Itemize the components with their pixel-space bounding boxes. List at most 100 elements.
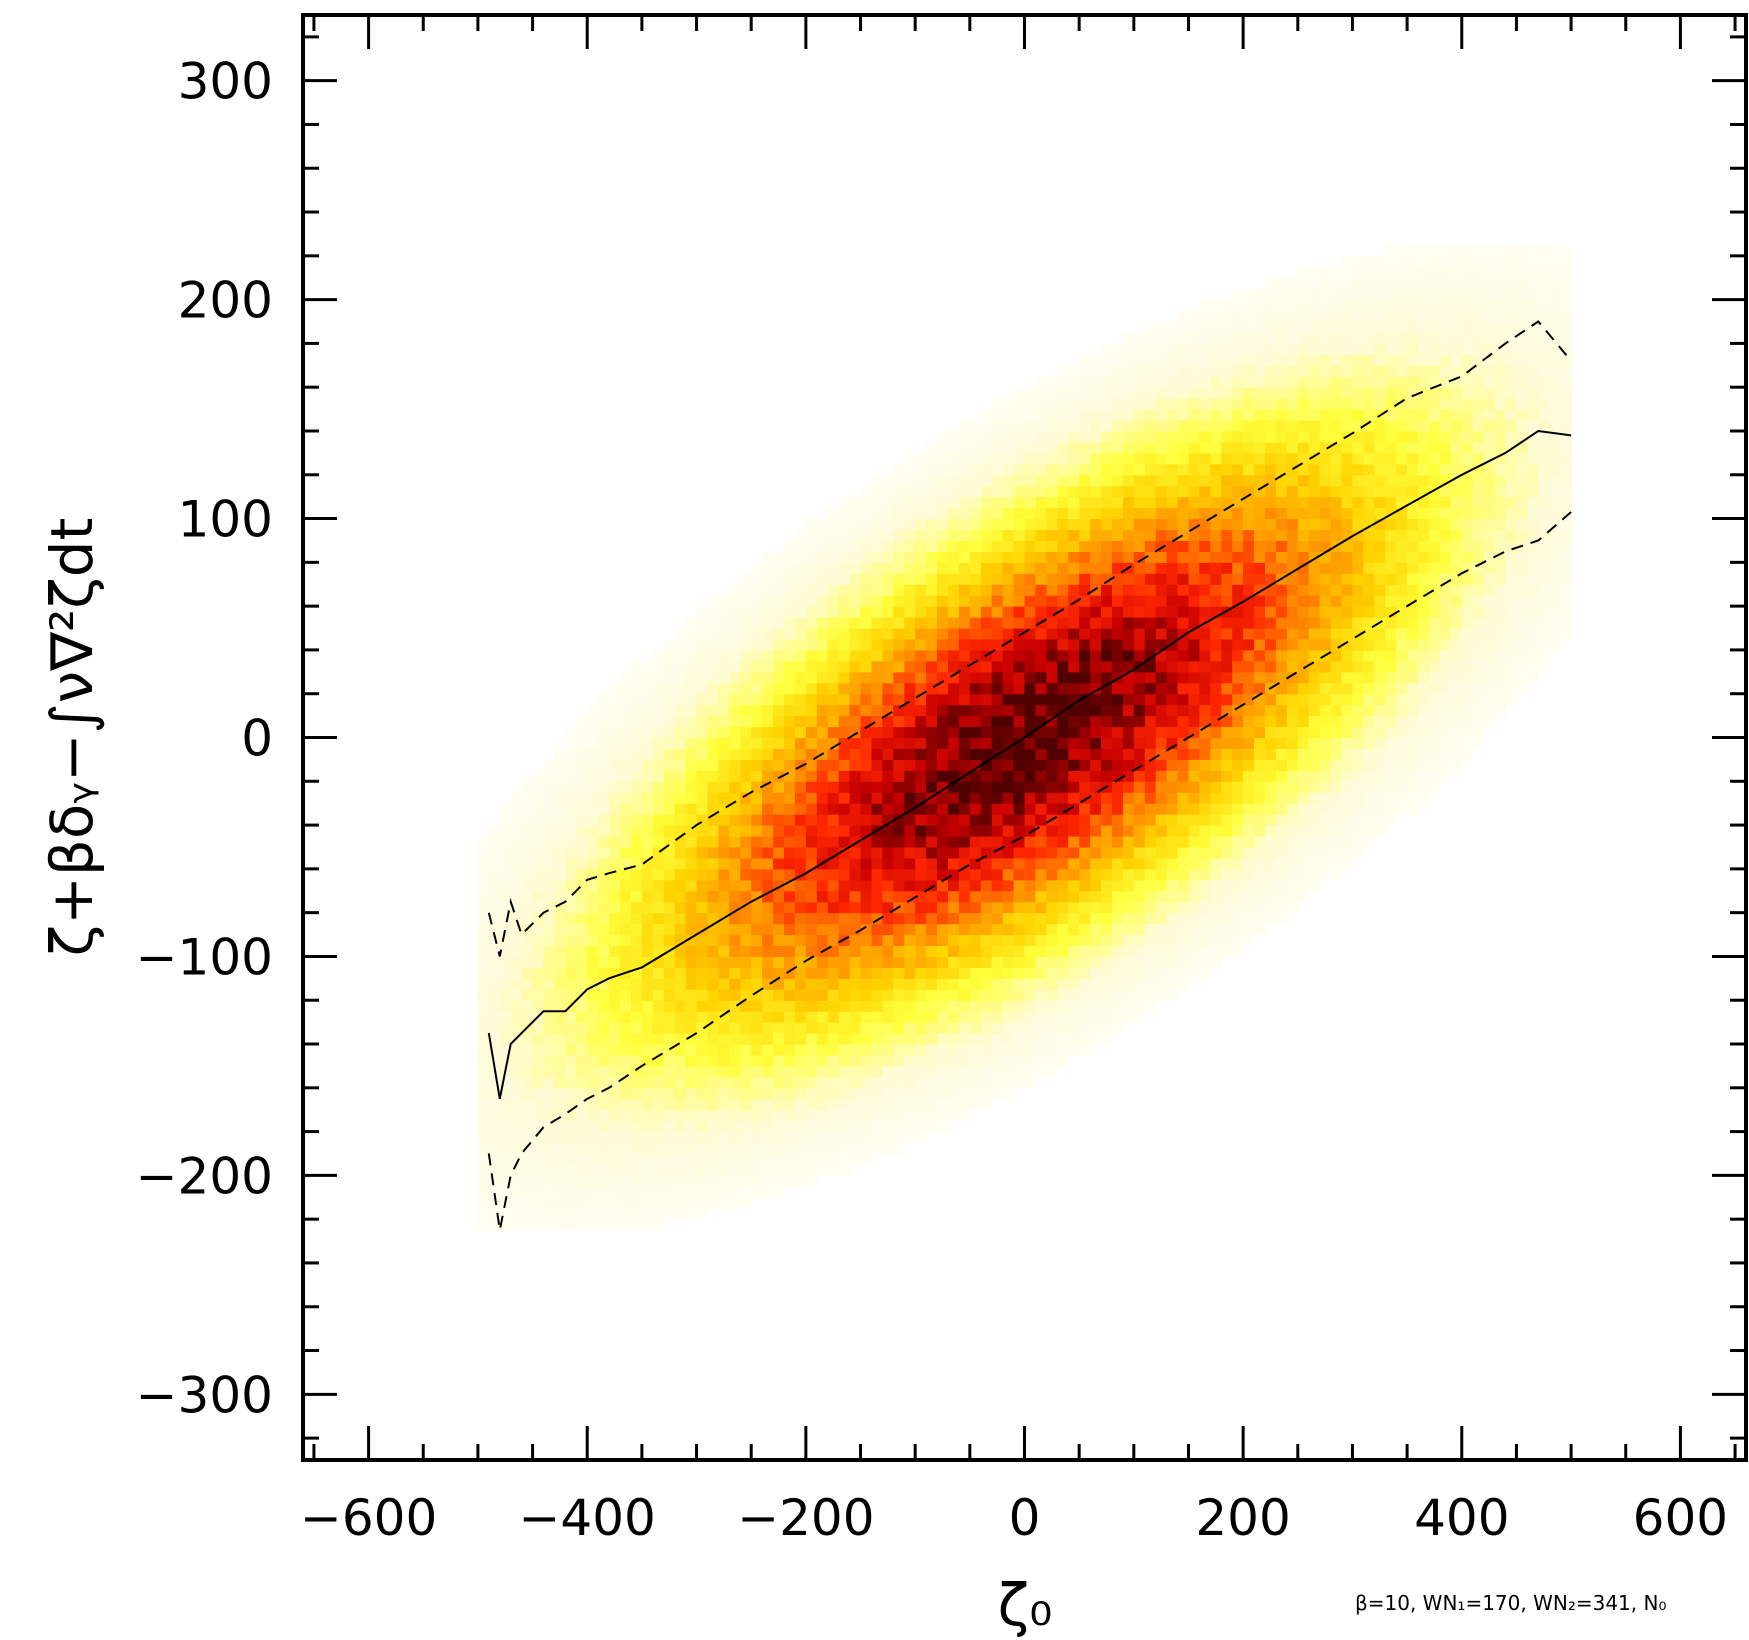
- heatmap-cell: [1297, 792, 1310, 804]
- heatmap-cell: [1155, 639, 1168, 651]
- heatmap-cell: [740, 1142, 752, 1154]
- heatmap-cell: [1155, 376, 1168, 388]
- heatmap-cell: [1112, 704, 1124, 717]
- heatmap-cell: [937, 507, 949, 520]
- heatmap-cell: [521, 1164, 534, 1176]
- heatmap-cell: [1308, 529, 1321, 541]
- heatmap-cell: [991, 945, 1004, 957]
- heatmap-cell: [543, 1208, 555, 1220]
- heatmap-cell: [1330, 332, 1343, 344]
- heatmap-cell: [631, 1022, 643, 1034]
- heatmap-cell: [1352, 420, 1364, 432]
- heatmap-cell: [827, 617, 840, 629]
- heatmap-cell: [1199, 441, 1211, 454]
- heatmap-cell: [1385, 617, 1397, 629]
- heatmap-cell: [1396, 551, 1408, 563]
- heatmap-cell: [1265, 748, 1277, 760]
- heatmap-cell: [707, 1153, 719, 1165]
- heatmap-cell: [1035, 901, 1047, 914]
- heatmap-cell: [860, 1153, 872, 1165]
- heatmap-cell: [652, 1142, 665, 1154]
- heatmap-cell: [543, 857, 555, 870]
- heatmap-cell: [1024, 595, 1036, 607]
- heatmap-cell: [838, 529, 851, 541]
- heatmap-cell: [1210, 879, 1222, 892]
- heatmap-cell: [1221, 562, 1233, 574]
- heatmap-cell: [1177, 759, 1189, 771]
- heatmap-cell: [1319, 299, 1332, 312]
- heatmap-cell: [882, 770, 894, 782]
- heatmap-cell: [631, 792, 643, 804]
- heatmap-cell: [1144, 671, 1157, 684]
- heatmap-cell: [1090, 441, 1102, 454]
- heatmap-cell: [674, 671, 687, 684]
- heatmap-cell: [1024, 847, 1036, 859]
- heatmap-cell: [1133, 748, 1146, 760]
- heatmap-cell: [631, 1131, 643, 1144]
- heatmap-cell: [696, 748, 708, 760]
- heatmap-cell: [685, 1033, 698, 1045]
- heatmap-cell: [1396, 726, 1408, 739]
- heatmap-cell: [991, 737, 1004, 749]
- heatmap-cell: [1363, 452, 1375, 465]
- heatmap-cell: [1057, 584, 1069, 596]
- heatmap-cell: [1177, 956, 1189, 968]
- heatmap-cell: [1112, 825, 1124, 837]
- heatmap-cell: [838, 1153, 851, 1165]
- heatmap-cell: [805, 770, 818, 782]
- heatmap-cell: [1002, 693, 1015, 706]
- heatmap-cell: [958, 934, 971, 946]
- heatmap-cell: [871, 496, 883, 509]
- heatmap-cell: [1133, 978, 1146, 990]
- heatmap-cell: [1396, 759, 1408, 771]
- heatmap-cell: [751, 857, 763, 870]
- heatmap-cell: [794, 989, 807, 1001]
- heatmap-cell: [1057, 1000, 1069, 1012]
- heatmap-cell: [1057, 573, 1069, 585]
- heatmap-cell: [477, 1219, 490, 1231]
- heatmap-cell: [773, 1164, 785, 1176]
- heatmap-cell: [576, 1197, 588, 1209]
- heatmap-cell: [1057, 639, 1069, 651]
- heatmap-cell: [1297, 847, 1310, 859]
- heatmap-cell: [1374, 540, 1386, 552]
- heatmap-cell: [652, 868, 665, 881]
- heatmap-cell: [1429, 671, 1441, 684]
- heatmap-cell: [1254, 693, 1266, 706]
- heatmap-cell: [718, 682, 730, 695]
- heatmap-cell: [1352, 847, 1364, 859]
- heatmap-cell: [1133, 726, 1146, 739]
- heatmap-cell: [805, 945, 818, 957]
- heatmap-cell: [707, 825, 719, 837]
- heatmap-cell: [1079, 836, 1091, 848]
- heatmap-cell: [1166, 420, 1179, 432]
- heatmap-cell: [641, 934, 654, 946]
- heatmap-cell: [1265, 376, 1277, 388]
- heatmap-cell: [1101, 376, 1113, 388]
- heatmap-cell: [926, 671, 938, 684]
- heatmap-cell: [1166, 365, 1179, 377]
- heatmap-cell: [543, 1087, 555, 1100]
- heatmap-cell: [598, 693, 610, 706]
- heatmap-cell: [1155, 847, 1168, 859]
- heatmap-cell: [969, 1044, 982, 1056]
- heatmap-cell: [1079, 485, 1091, 498]
- heatmap-cell: [969, 649, 982, 662]
- heatmap-cell: [784, 1109, 796, 1122]
- heatmap-cell: [1046, 496, 1058, 509]
- heatmap-cell: [1166, 847, 1179, 859]
- heatmap-cell: [926, 617, 938, 629]
- heatmap-cell: [794, 1000, 807, 1012]
- heatmap-cell: [904, 890, 916, 903]
- heatmap-cell: [641, 901, 654, 914]
- heatmap-cell: [860, 792, 872, 804]
- heatmap-cell: [751, 704, 763, 717]
- heatmap-cell: [1079, 781, 1091, 793]
- heatmap-cell: [948, 923, 960, 936]
- heatmap-cell: [762, 1065, 774, 1078]
- heatmap-cell: [1352, 671, 1364, 684]
- heatmap-cell: [958, 726, 971, 739]
- heatmap-cell: [958, 1109, 971, 1122]
- heatmap-cell: [904, 1065, 916, 1078]
- heatmap-cell: [488, 1087, 501, 1100]
